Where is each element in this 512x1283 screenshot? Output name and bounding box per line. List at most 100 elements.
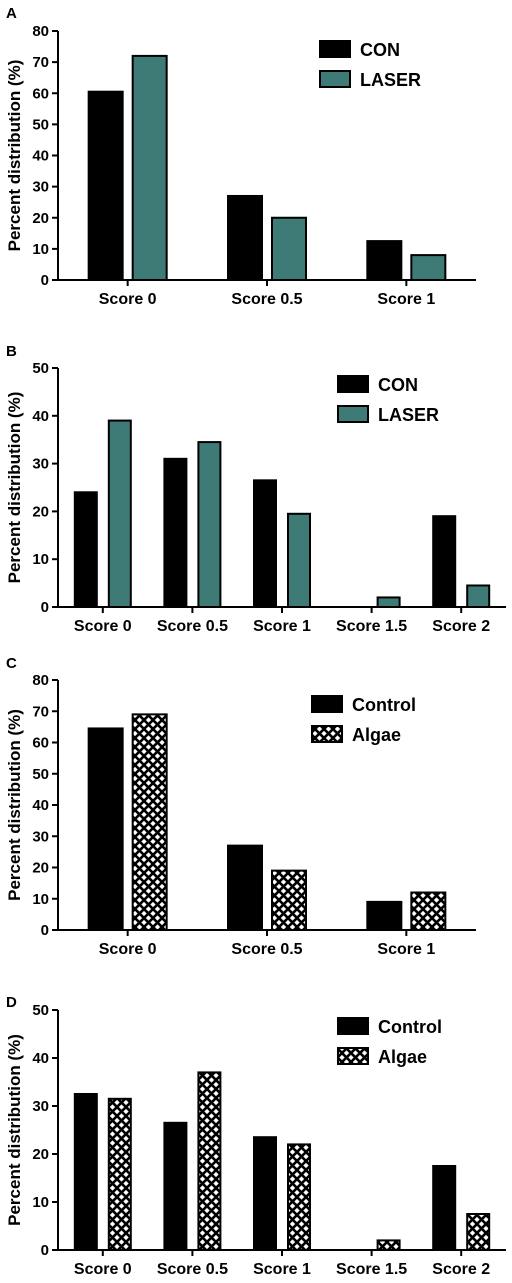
panel-b-category-label: Score 2 [432, 618, 490, 635]
panel-c-ytick-label: 30 [32, 828, 49, 845]
panel-c-plot: 0 10 20 30 40 50 60 70 80 Score 0 Score 0.5 Score 1… [32, 672, 476, 958]
panel-a-category-label: Score 1 [377, 291, 435, 308]
panel-b-legend-label-laser: LASER [378, 405, 439, 425]
panel-a-legend-label-laser: LASER [360, 70, 421, 90]
panel-c-letter: C [6, 655, 17, 672]
panel-b-bar-con [432, 515, 457, 608]
panel-d-bar-algae [287, 1143, 311, 1252]
panel-b-ytick-label: 10 [32, 551, 49, 568]
panel-d-category-label: Score 2 [432, 1261, 490, 1278]
panel-a-bar-con [366, 240, 403, 281]
panel-d-bar-control [73, 1093, 98, 1251]
panel-a-bar-laser [271, 216, 307, 281]
panel-c-bar-control [87, 727, 124, 931]
panel-d-legend-label-algae: Algae [378, 1047, 427, 1067]
panel-d-legend-label-control: Control [378, 1017, 442, 1037]
panel-c-ytick-label: 40 [32, 797, 49, 814]
panel-d-legend-swatch-algae [337, 1047, 369, 1065]
panel-c-ytick-label: 70 [32, 703, 49, 720]
panel-b-category-label: Score 1.5 [336, 618, 407, 635]
panel-a-ytick-label: 0 [41, 272, 49, 289]
panel-d-bar-control [253, 1136, 277, 1251]
panel-b-bar-laser [287, 512, 311, 608]
panel-b-category-label: Score 0.5 [157, 618, 228, 635]
panel-d-ytick-label: 20 [32, 1146, 49, 1163]
panel-c-legend-label-algae: Algae [352, 725, 401, 745]
panel-c-bar-algae [410, 891, 447, 931]
panel-d-ytick-label: 0 [41, 1242, 49, 1259]
panel-b-legend-label-con: CON [378, 375, 418, 395]
panel-a-ytick-label: 70 [32, 54, 49, 71]
panel-a-ytick-label: 30 [32, 179, 49, 196]
panel-a-ytick-label: 80 [32, 23, 49, 40]
panel-b-category-label: Score 1 [253, 618, 311, 635]
panel-b-bar-laser [197, 441, 222, 608]
panel-c-ytick-label: 0 [41, 922, 49, 939]
panel-c-ytick-label: 50 [32, 766, 49, 783]
panel-c-bar-algae [131, 713, 168, 931]
panel-b-ytick-label: 40 [32, 408, 49, 425]
panel-c-category-label: Score 0 [99, 941, 157, 958]
panel-a-ytick-label: 60 [32, 85, 49, 102]
panel-d-ytick-label: 50 [32, 1002, 49, 1019]
panel-a-bar-laser [131, 54, 168, 282]
panel-b-bar-con [253, 479, 277, 608]
panel-b-bar-con [73, 491, 98, 608]
panel-d-ylabel: Percent distribution (%) [5, 1034, 24, 1226]
panel-d-ytick-label: 30 [32, 1098, 49, 1115]
panel-d-bar-algae [466, 1213, 491, 1251]
panel-a-letter: A [6, 5, 17, 22]
panel-a-ytick-label: 50 [32, 116, 49, 133]
panel-c-ytick-label: 20 [32, 860, 49, 877]
panel-a-bar-con [87, 90, 124, 281]
panel-b-bar-con [163, 457, 188, 608]
panel-a-ylabel: Percent distribution (%) [5, 60, 24, 252]
panel-b-bar-laser [376, 596, 401, 609]
panel-d-category-label: Score 0.5 [157, 1261, 228, 1278]
panel-c-ytick-label: 80 [32, 672, 49, 689]
panel-d-bar-control [432, 1165, 457, 1251]
panel-d-ytick-label: 40 [32, 1050, 49, 1067]
panel-c-legend-swatch-algae [311, 725, 343, 743]
panel-b-ytick-label: 20 [32, 503, 49, 520]
panel-c-legend-swatch-control [311, 695, 343, 713]
panel-a-category-label: Score 0.5 [231, 291, 302, 308]
panel-c-bar-control [227, 844, 263, 931]
panel-c: C Percent distribution (%) 0 10 20 30 40 50 60… [5, 655, 476, 958]
panel-d-bar-algae [107, 1097, 132, 1252]
panel-a-bar-laser [410, 254, 447, 282]
panel-d-bar-control [163, 1121, 188, 1252]
panel-c-ytick-label: 10 [32, 891, 49, 908]
panel-c-ytick-label: 60 [32, 735, 49, 752]
panel-d-legend-swatch-control [337, 1017, 369, 1035]
panel-a-legend-swatch-laser [319, 70, 351, 88]
panel-a-plot: 0 10 20 30 40 50 60 70 80 Score 0 Score 0.5 Score 1… [32, 23, 476, 308]
panel-d-ytick-label: 10 [32, 1194, 49, 1211]
panel-d-category-label: Score 0 [74, 1261, 132, 1278]
panel-b-ytick-label: 50 [32, 360, 49, 377]
panel-a-category-label: Score 0 [99, 291, 157, 308]
panel-b-ytick-label: 0 [41, 599, 49, 616]
panel-c-bar-algae [271, 869, 307, 931]
panel-a-ytick-label: 40 [32, 148, 49, 165]
panel-c-legend-label-control: Control [352, 695, 416, 715]
panel-b-legend-swatch-con [337, 375, 369, 393]
panel-b-legend-swatch-laser [337, 405, 369, 423]
panel-a: A Percent distribution (%) 0 10 20 30 40 50 60… [5, 5, 476, 308]
panel-c-bar-control [366, 900, 403, 931]
panel-c-ylabel: Percent distribution (%) [5, 709, 24, 901]
panel-b-ylabel: Percent distribution (%) [5, 392, 24, 584]
panel-d-category-label: Score 1 [253, 1261, 311, 1278]
panel-b-ytick-label: 30 [32, 456, 49, 473]
panel-b-plot: 0 10 20 30 40 50 Score 0 Score 0.5 Score 1 Score … [32, 360, 506, 635]
panel-d-bar-algae [197, 1071, 222, 1252]
panel-a-legend-swatch-con [319, 40, 351, 58]
panel-a-ytick-label: 20 [32, 210, 49, 227]
panel-b-bar-laser [107, 419, 132, 608]
panel-b-bar-laser [466, 584, 491, 608]
panel-a-ytick-label: 10 [32, 241, 49, 258]
panel-d-bar-algae [376, 1239, 401, 1252]
panel-d-letter: D [6, 994, 17, 1011]
panel-a-legend-label-con: CON [360, 40, 400, 60]
